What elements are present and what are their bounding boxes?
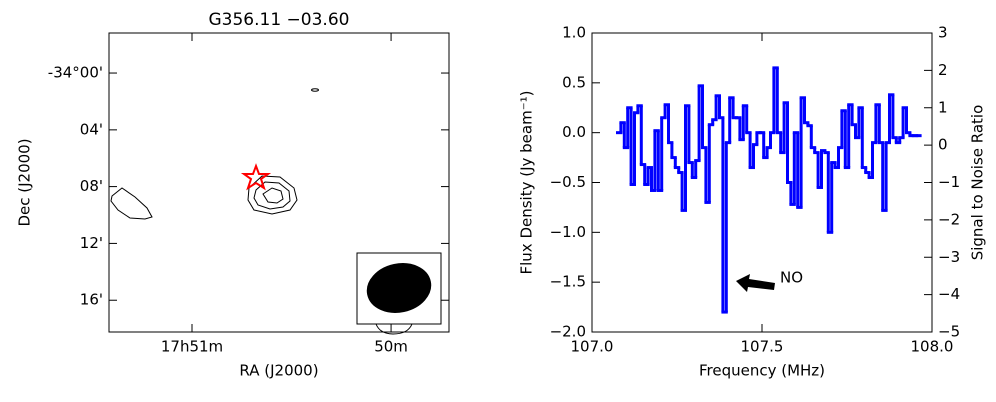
contour bbox=[253, 181, 291, 210]
y2-tick-label: 3 bbox=[938, 24, 948, 42]
y-tick-label: 08' bbox=[80, 177, 103, 195]
y2-tick-label: −3 bbox=[938, 248, 960, 266]
y2-tick-label: 0 bbox=[938, 136, 948, 154]
x-axis-label: RA (J2000) bbox=[239, 362, 318, 380]
plot-frame bbox=[108, 32, 450, 333]
contour bbox=[311, 88, 319, 92]
y-tick-label: 0.0 bbox=[562, 123, 586, 141]
beam bbox=[366, 263, 432, 313]
chart-title: G356.11 −03.60 bbox=[209, 10, 350, 30]
contour-map bbox=[110, 88, 442, 335]
y-tick-label: 04' bbox=[80, 120, 103, 138]
y2-tick-label: −5 bbox=[938, 323, 960, 341]
contour bbox=[110, 187, 153, 220]
x-axis-label: Frequency (MHz) bbox=[699, 362, 825, 380]
y-tick-label: −1.5 bbox=[550, 273, 586, 291]
x-tick-label: 107.0 bbox=[571, 338, 614, 356]
plot-frame bbox=[591, 32, 933, 333]
contour bbox=[375, 323, 413, 335]
y-tick-label: 1.0 bbox=[562, 24, 586, 42]
y-tick-label: −2.0 bbox=[550, 323, 586, 341]
y-tick-label: 12' bbox=[80, 234, 103, 252]
y2-tick-label: 2 bbox=[938, 61, 948, 79]
y-tick-label: -34°00' bbox=[48, 64, 103, 82]
x-tick-label: 108.0 bbox=[911, 338, 954, 356]
contour bbox=[247, 175, 298, 215]
y-tick-label: 16' bbox=[80, 291, 103, 309]
y-axis-label: Flux Density (Jy beam⁻¹) bbox=[518, 91, 536, 275]
x-tick-label: 50m bbox=[374, 338, 408, 356]
contour bbox=[262, 187, 284, 204]
annotation-arrow bbox=[736, 274, 775, 292]
y-tick-label: −0.5 bbox=[550, 173, 586, 191]
y-tick-label: −1.0 bbox=[550, 223, 586, 241]
y-tick-label: 0.5 bbox=[562, 73, 586, 91]
x-tick-label: 17h51m bbox=[161, 338, 223, 356]
y2-tick-label: −4 bbox=[938, 285, 960, 303]
y2-tick-label: −1 bbox=[938, 173, 960, 191]
x-tick-label: 107.5 bbox=[741, 338, 784, 356]
star-marker bbox=[240, 163, 272, 191]
y2-axis-label: Signal to Noise Ratio bbox=[969, 105, 987, 261]
y-axis-label: Dec (J2000) bbox=[16, 138, 34, 226]
y2-tick-label: 1 bbox=[938, 98, 948, 116]
y2-tick-label: −2 bbox=[938, 210, 960, 228]
annotation: NO bbox=[780, 269, 803, 287]
